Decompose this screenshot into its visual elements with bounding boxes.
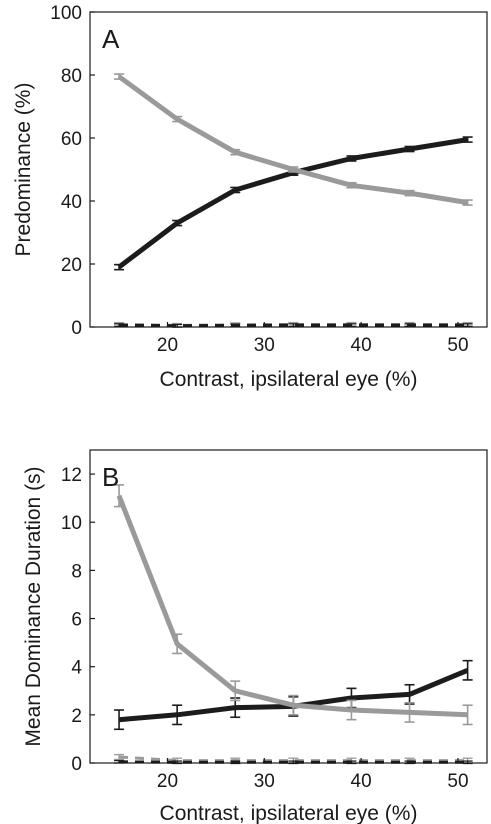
error-bar [172,219,183,227]
y-tick-label: 2 [71,706,82,727]
series-1 [114,73,473,206]
error-bar [288,323,299,328]
ticks-layer-a: 20 30 40 50 0 20 40 60 80 100 [50,3,468,356]
error-bar [172,704,183,726]
error-bar [172,115,183,123]
error-bar [288,166,299,173]
y-tick-label: 20 [61,255,82,276]
panel-label-a: A [102,24,120,54]
series-line [117,137,468,270]
x-tick-label: 20 [157,335,178,356]
error-bar [346,699,357,721]
error-bar [114,263,125,271]
error-bar [288,694,299,716]
x-axis-label-a: Contrast, ipsilateral eye (%) [160,368,418,391]
y-tick-label: 100 [50,3,82,24]
y-tick-label: 0 [71,318,82,339]
y-tick-label: 12 [61,465,82,486]
series-0 [114,136,473,271]
plot-frame-a [89,11,488,328]
error-bar [114,753,125,761]
error-bar [462,199,473,206]
series-layer-b [114,484,473,765]
x-tick-label: 50 [447,335,468,356]
error-bar [230,680,241,702]
chart-panel-b: 20 30 40 50 0 2 4 6 8 10 12 B Contrast, ipsilatera… [22,449,488,824]
y-tick-label: 60 [61,129,82,150]
y-tick-label: 8 [71,561,82,582]
error-bar [346,181,357,189]
y-tick-label: 0 [71,754,82,775]
panel-label-b: B [102,462,119,492]
series-line [117,74,469,206]
error-bar [114,709,125,731]
error-bar [462,136,473,143]
error-bar [114,73,125,80]
chart-panel-a: 20 30 40 50 0 20 40 60 80 100 A Contrast, ipsilat… [12,3,488,391]
x-tick-label: 30 [254,335,275,356]
ticks-layer-b: 20 30 40 50 0 2 4 6 8 10 12 [61,465,469,792]
plot-frame-b [89,449,488,764]
y-tick-label: 40 [61,192,82,213]
series-line [116,494,468,718]
error-bar [404,702,415,723]
error-bar [462,704,473,726]
error-bar [462,659,473,681]
x-tick-label: 40 [351,335,372,356]
series-1 [114,484,473,726]
error-bar [172,633,183,655]
y-axis-label-a: Predominance (%) [12,83,35,257]
error-bar [346,323,357,328]
error-bar [404,323,415,328]
y-tick-label: 10 [61,513,82,534]
x-axis-label-b: Contrast, ipsilateral eye (%) [160,802,418,824]
y-tick-label: 4 [71,658,82,679]
x-tick-label: 50 [447,771,468,792]
y-tick-label: 6 [71,610,82,631]
x-tick-label: 40 [351,771,372,792]
error-bar [404,145,415,153]
error-bar [230,186,241,194]
error-bar [114,323,125,328]
series-layer-a [114,73,473,328]
error-bar [230,148,241,156]
y-axis-label-b: Mean Dominance Duration (s) [22,466,45,746]
error-bar [462,323,473,328]
error-bar [346,155,357,162]
x-tick-label: 30 [254,771,275,792]
x-tick-label: 20 [157,771,178,792]
y-tick-label: 80 [61,66,82,87]
error-bar [404,189,415,197]
error-bar [114,484,125,508]
